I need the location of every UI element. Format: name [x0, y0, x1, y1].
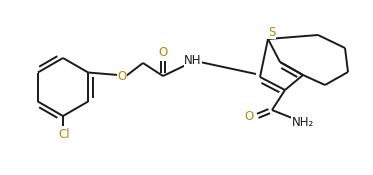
Text: O: O: [159, 46, 167, 58]
Text: Cl: Cl: [58, 128, 70, 141]
Text: S: S: [268, 26, 276, 38]
Text: NH: NH: [184, 54, 202, 66]
Text: NH₂: NH₂: [292, 116, 314, 128]
Text: O: O: [244, 110, 254, 124]
Text: O: O: [117, 69, 126, 82]
